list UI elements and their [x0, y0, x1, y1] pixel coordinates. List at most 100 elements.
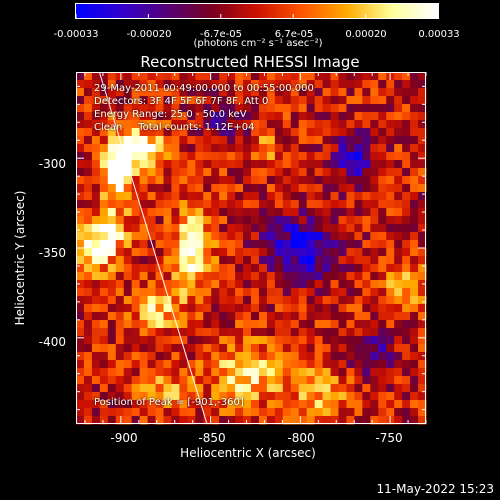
- heatmap-cell: [314, 384, 324, 393]
- heatmap-cell: [155, 104, 164, 113]
- heatmap-cell: [83, 192, 93, 201]
- x-tick-label: -850: [198, 431, 226, 445]
- heatmap-cell: [266, 376, 276, 385]
- heatmap-cell: [76, 416, 85, 425]
- heatmap-cell: [330, 192, 339, 201]
- heatmap-cell: [99, 392, 109, 401]
- heatmap-cell: [107, 376, 117, 385]
- heatmap-cell: [386, 128, 395, 137]
- heatmap-cell: [195, 144, 204, 153]
- heatmap-cell: [91, 320, 101, 329]
- heatmap-cell: [418, 264, 427, 273]
- heatmap-cell: [243, 160, 252, 169]
- heatmap-cell: [219, 248, 228, 257]
- heatmap-cell: [282, 224, 292, 233]
- heatmap-cell: [282, 296, 292, 305]
- heatmap-cell: [394, 360, 403, 369]
- heatmap-cell: [362, 136, 371, 145]
- heatmap-cell: [378, 208, 387, 217]
- colorbar-segment: [398, 4, 403, 18]
- heatmap-cell: [386, 112, 395, 121]
- heatmap-cell: [83, 208, 93, 217]
- heatmap-cell: [306, 360, 316, 369]
- heatmap-cell: [243, 176, 252, 185]
- heatmap-cell: [243, 256, 252, 265]
- heatmap-cell: [322, 400, 332, 409]
- heatmap-cell: [402, 152, 411, 161]
- heatmap-cell: [290, 336, 300, 345]
- heatmap-cell: [171, 256, 180, 265]
- heatmap-cell: [203, 328, 212, 337]
- heatmap-cell: [107, 256, 117, 265]
- heatmap-cell: [418, 80, 427, 89]
- heatmap-cell: [330, 368, 339, 377]
- heatmap-cell: [227, 248, 236, 257]
- heatmap-cell: [418, 360, 427, 369]
- heatmap-cell: [402, 112, 411, 121]
- heatmap-cell: [410, 400, 419, 409]
- heatmap-cell: [187, 80, 196, 89]
- heatmap-cell: [235, 240, 244, 249]
- heatmap-cell: [76, 152, 85, 161]
- heatmap-cell: [211, 384, 220, 393]
- heatmap-cell: [298, 392, 308, 401]
- heatmap-cell: [386, 144, 395, 153]
- heatmap-cell: [147, 384, 157, 393]
- heatmap-cell: [410, 368, 419, 377]
- heatmap-cell: [362, 208, 371, 217]
- heatmap-cell: [298, 160, 308, 169]
- heatmap-cell: [418, 144, 427, 153]
- heatmap-cell: [99, 352, 109, 361]
- heatmap-cell: [418, 296, 427, 305]
- heatmap-cell: [83, 288, 93, 297]
- heatmap-cell: [107, 192, 117, 201]
- heatmap-cell: [179, 264, 188, 273]
- heatmap-cell: [115, 384, 125, 393]
- heatmap-cell: [163, 144, 172, 153]
- heatmap-cell: [76, 176, 85, 185]
- heatmap-cell: [107, 208, 117, 217]
- heatmap-cell: [251, 168, 260, 177]
- heatmap-cell: [219, 136, 228, 145]
- colorbar-segment: [275, 4, 279, 18]
- heatmap-cell: [394, 112, 403, 121]
- heatmap-cell: [115, 144, 125, 153]
- heatmap-cell: [107, 416, 117, 425]
- heatmap-cell: [147, 272, 157, 281]
- heatmap-cell: [418, 104, 427, 113]
- heatmap-cell: [274, 320, 284, 329]
- heatmap-cell: [410, 264, 419, 273]
- heatmap-cell: [179, 192, 188, 201]
- heatmap-cell: [251, 288, 260, 297]
- heatmap-cell: [378, 184, 387, 193]
- heatmap-cell: [394, 384, 403, 393]
- heatmap-cell: [163, 384, 172, 393]
- heatmap-cell: [338, 416, 347, 425]
- heatmap-cell: [370, 216, 379, 225]
- heatmap-cell: [274, 360, 284, 369]
- overlay: [76, 71, 427, 425]
- heatmap-cell: [338, 328, 347, 337]
- heatmap-cell: [322, 264, 332, 273]
- heatmap-cell: [227, 264, 236, 273]
- heatmap-cell: [203, 168, 212, 177]
- heatmap-cell: [290, 232, 300, 241]
- heatmap-cell: [107, 304, 117, 313]
- heatmap-cell: [378, 200, 387, 209]
- heatmap-cell: [402, 216, 411, 225]
- heatmap-cell: [115, 96, 125, 105]
- heatmap-cell: [274, 112, 284, 121]
- heatmap-cell: [386, 232, 395, 241]
- heatmap-cell: [386, 352, 395, 361]
- heatmap-cell: [251, 232, 260, 241]
- heatmap-cell: [354, 88, 363, 97]
- heatmap-cell: [155, 208, 164, 217]
- heatmap-cell: [107, 72, 117, 81]
- heatmap-cell: [362, 160, 371, 169]
- heatmap-cell: [322, 384, 332, 393]
- heatmap-cell: [203, 184, 212, 193]
- heatmap-cell: [155, 128, 164, 137]
- colorbar-segment: [214, 4, 219, 18]
- heatmap-cell: [274, 88, 284, 97]
- heatmap-cell: [338, 216, 347, 225]
